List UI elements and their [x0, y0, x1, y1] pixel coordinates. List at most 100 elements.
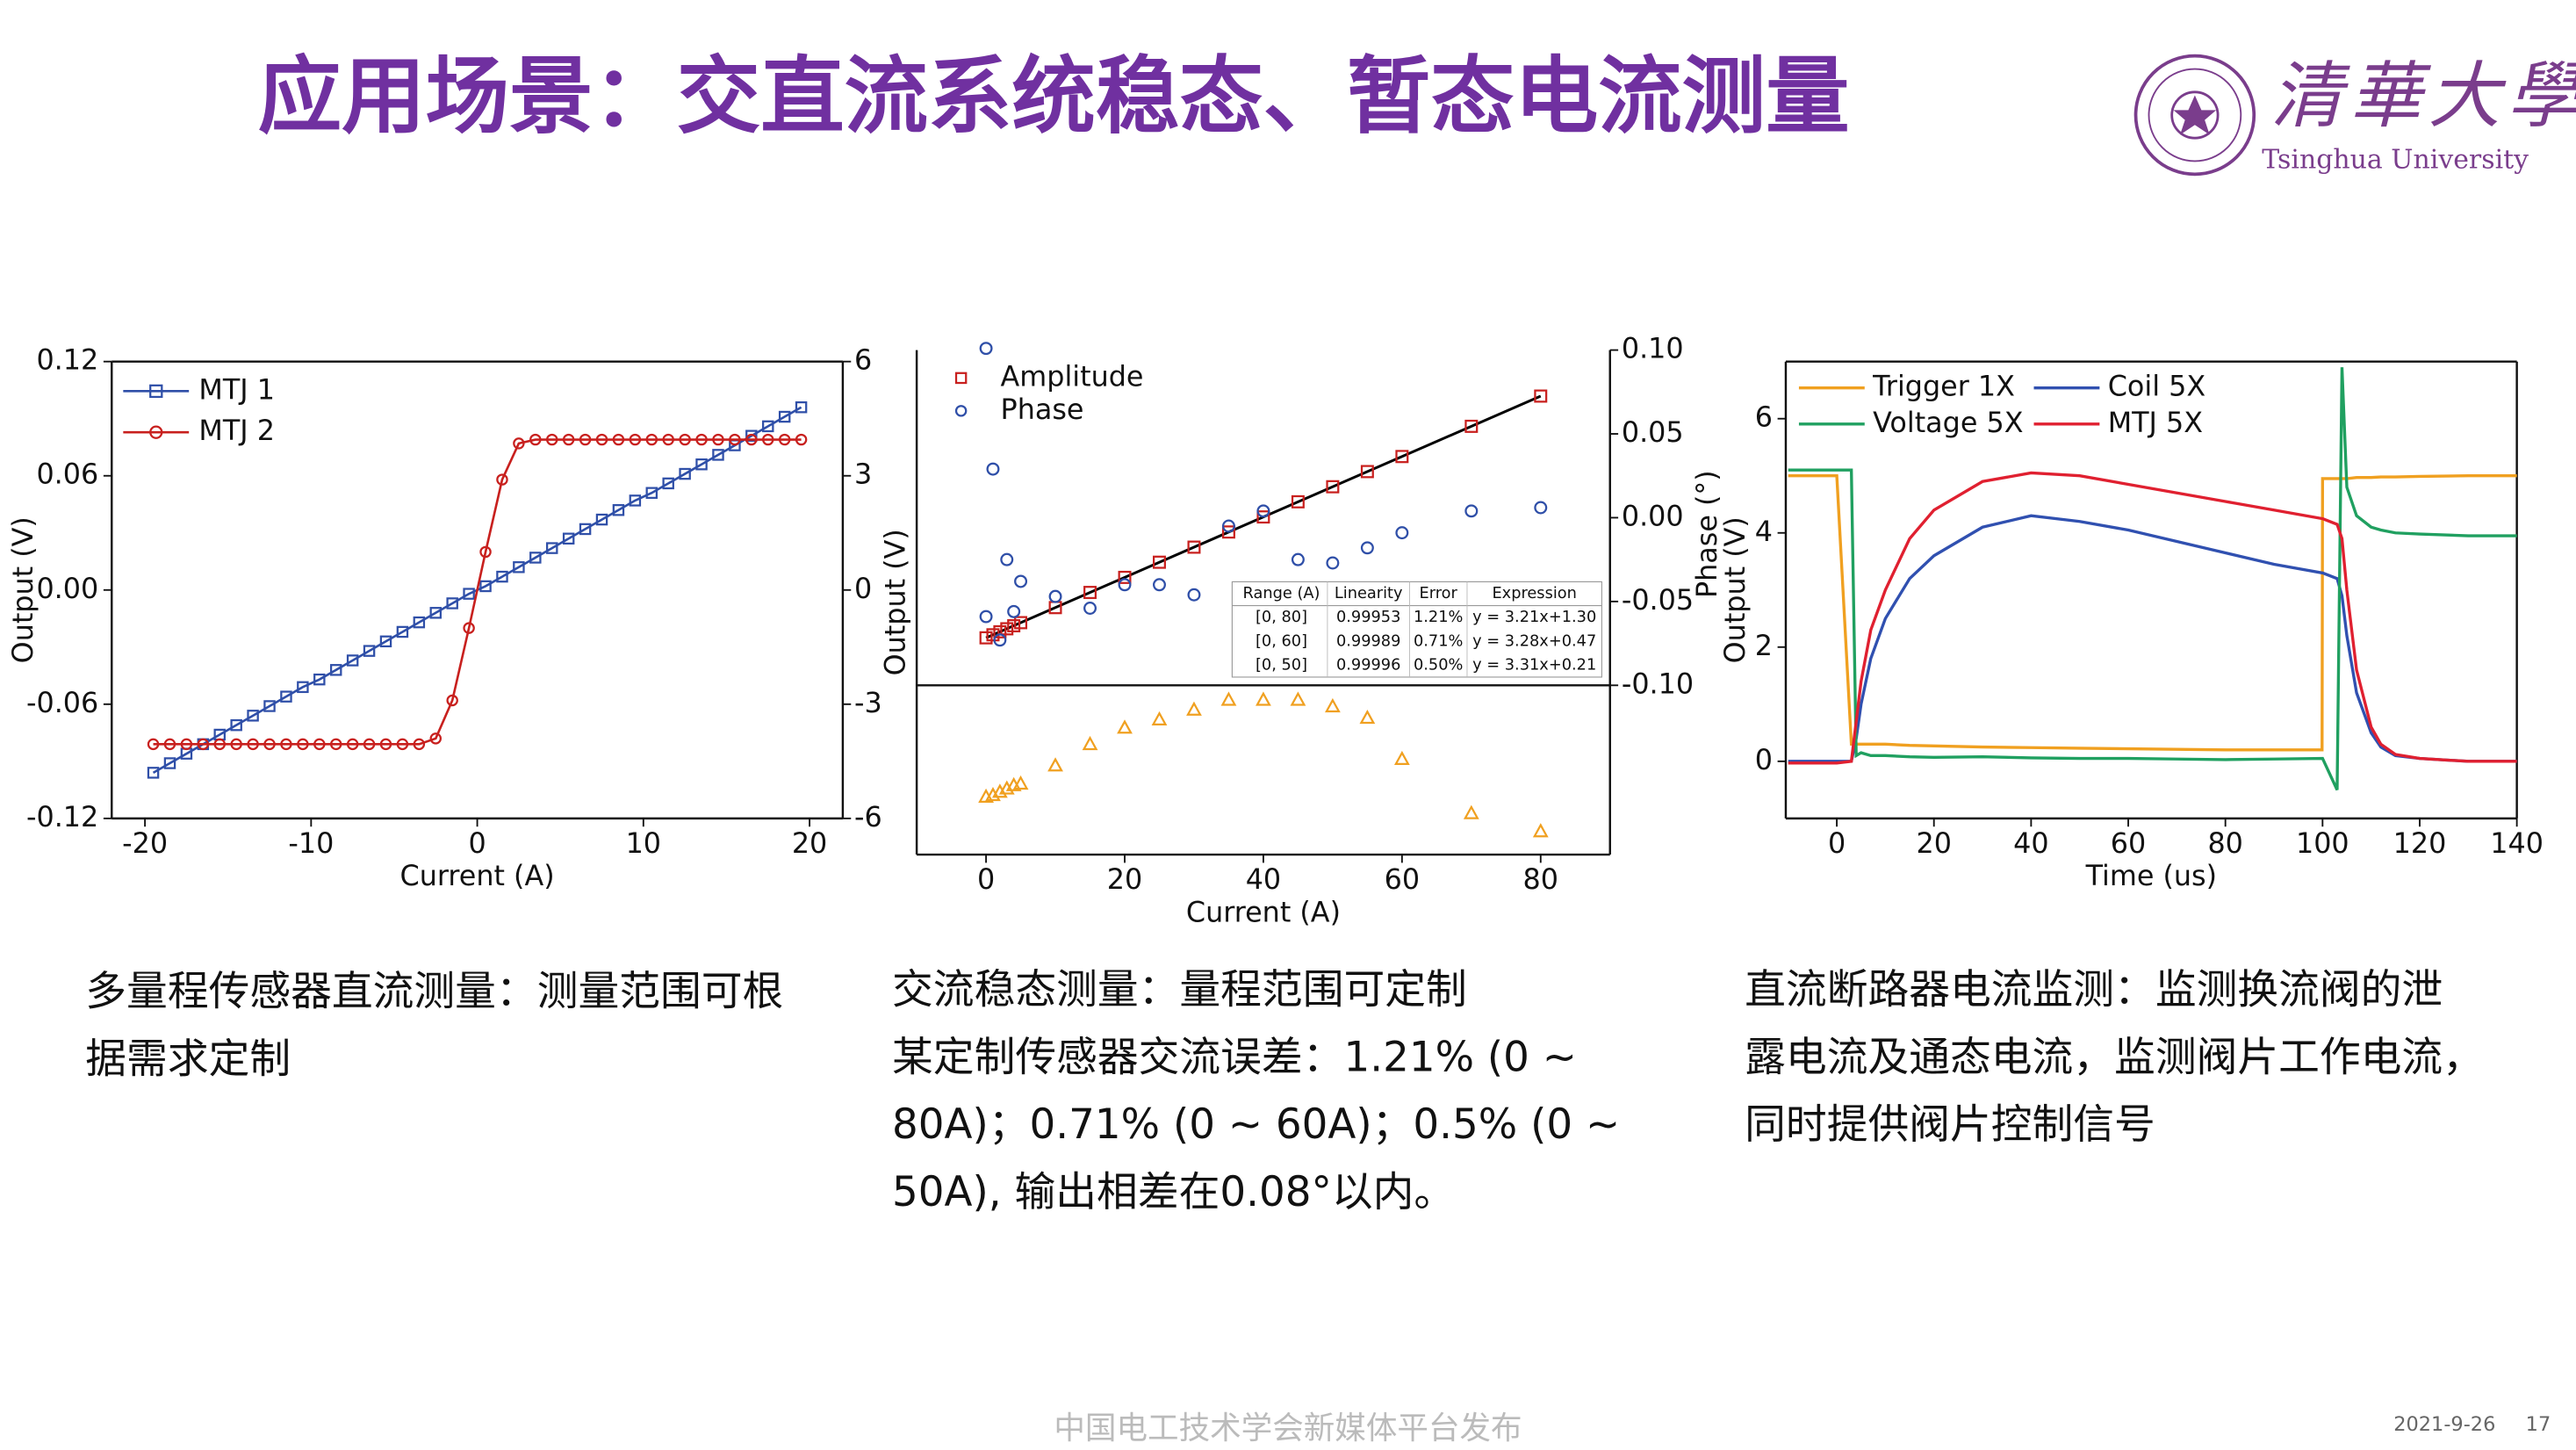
marker — [562, 532, 575, 545]
marker — [379, 635, 392, 648]
x-tick-label: 40 — [1246, 863, 1281, 896]
page-number: 17 — [2526, 1413, 2551, 1436]
y-tick-label: 2 — [1755, 630, 1773, 662]
marker — [1256, 510, 1270, 524]
x-tick-label: 0 — [977, 863, 995, 896]
marker — [396, 738, 409, 751]
marker — [1000, 622, 1014, 636]
x-tick-label: -20 — [122, 827, 168, 860]
marker — [363, 645, 376, 657]
marker — [1014, 574, 1028, 588]
marker — [1083, 586, 1097, 600]
marker — [496, 570, 508, 583]
footer-date: 2021-9-26 — [2393, 1413, 2495, 1436]
marker — [645, 433, 658, 446]
marker — [463, 588, 475, 600]
table-cell: 0.99996 — [1336, 656, 1400, 674]
marker — [280, 690, 292, 703]
y-tick-label: 0.06 — [36, 458, 98, 491]
y-axis-label: Output (V) — [7, 516, 40, 663]
series-line — [1788, 471, 2517, 765]
y2-tick-label: 3 — [854, 458, 872, 491]
marker — [479, 580, 492, 593]
marker — [712, 433, 724, 446]
marker — [529, 552, 542, 564]
table-cell: y = 3.31x+0.21 — [1472, 656, 1596, 674]
table-header: Error — [1420, 585, 1458, 602]
marker — [446, 694, 458, 707]
marker — [993, 633, 1007, 647]
marker — [496, 473, 508, 486]
caption-line: 50A), 输出相差在0.08°以内。 — [892, 1169, 1455, 1216]
marker — [1290, 691, 1306, 706]
marker — [1187, 588, 1201, 602]
x-tick-label: 0 — [468, 827, 486, 860]
x-tick-label: 100 — [2296, 827, 2349, 860]
x-tick-label: 60 — [1385, 863, 1420, 896]
series-line — [1788, 514, 2517, 763]
marker — [979, 342, 993, 356]
table-cell: y = 3.28x+0.47 — [1472, 632, 1596, 650]
marker — [762, 420, 774, 433]
marker — [363, 738, 376, 751]
table-header: Linearity — [1335, 585, 1403, 602]
marker — [213, 738, 226, 751]
marker — [695, 458, 708, 471]
marker — [346, 654, 359, 667]
table-cell: 0.99953 — [1336, 609, 1400, 626]
table-frame — [1231, 581, 1602, 678]
marker — [413, 738, 426, 751]
caption-line: 据需求定制 — [85, 1035, 291, 1083]
marker — [180, 738, 193, 751]
table-header: Range (A) — [1243, 585, 1320, 602]
marker — [695, 433, 708, 446]
x-tick-label: 0 — [1828, 827, 1846, 860]
y2-tick-label: -3 — [854, 687, 882, 719]
marker — [612, 504, 625, 516]
marker — [545, 542, 558, 554]
y2-axis-label: Phase (°) — [1691, 470, 1723, 598]
marker — [513, 437, 525, 450]
marker — [612, 433, 625, 446]
caption-line: 某定制传感器交流误差：1.21% (0 ~ — [892, 1034, 1577, 1081]
marker — [993, 624, 1007, 638]
marker — [679, 433, 691, 446]
marker — [795, 400, 808, 414]
y-tick-label: 6 — [1755, 401, 1773, 434]
marker — [629, 494, 642, 507]
marker — [1082, 735, 1098, 751]
caption-line: 直流断路器电流监测：监测换流阀的泄 — [1745, 967, 2443, 1014]
marker — [1186, 701, 1202, 716]
y-axis-label: Output (V) — [880, 529, 912, 675]
marker — [147, 738, 160, 751]
x-tick-label: 60 — [2111, 827, 2146, 860]
y2-tick-label: -0.05 — [1622, 584, 1694, 617]
legend-label: Voltage 5X — [1873, 407, 2023, 439]
marker — [230, 718, 242, 732]
x-tick-label: 20 — [792, 827, 827, 860]
marker — [545, 433, 558, 446]
y-tick-label: 0.00 — [36, 573, 98, 605]
marker — [163, 738, 176, 751]
marker — [1534, 389, 1548, 403]
marker — [513, 561, 525, 574]
x-tick-label: 20 — [1107, 863, 1142, 896]
marker — [1393, 750, 1410, 766]
marker — [729, 433, 741, 446]
marker — [1256, 691, 1271, 706]
marker — [1151, 711, 1168, 725]
marker — [1153, 578, 1166, 592]
marker — [1326, 480, 1340, 494]
table-cell: 0.71% — [1414, 632, 1463, 650]
x-tick-label: 140 — [2490, 827, 2544, 860]
marker — [762, 433, 774, 446]
marker — [979, 610, 993, 624]
table-cell: [0, 80] — [1256, 609, 1307, 626]
table-cell: [0, 60] — [1256, 632, 1307, 650]
table-cell: [0, 50] — [1256, 656, 1307, 674]
marker — [1048, 589, 1062, 603]
marker — [562, 433, 575, 446]
series-line — [153, 438, 802, 746]
